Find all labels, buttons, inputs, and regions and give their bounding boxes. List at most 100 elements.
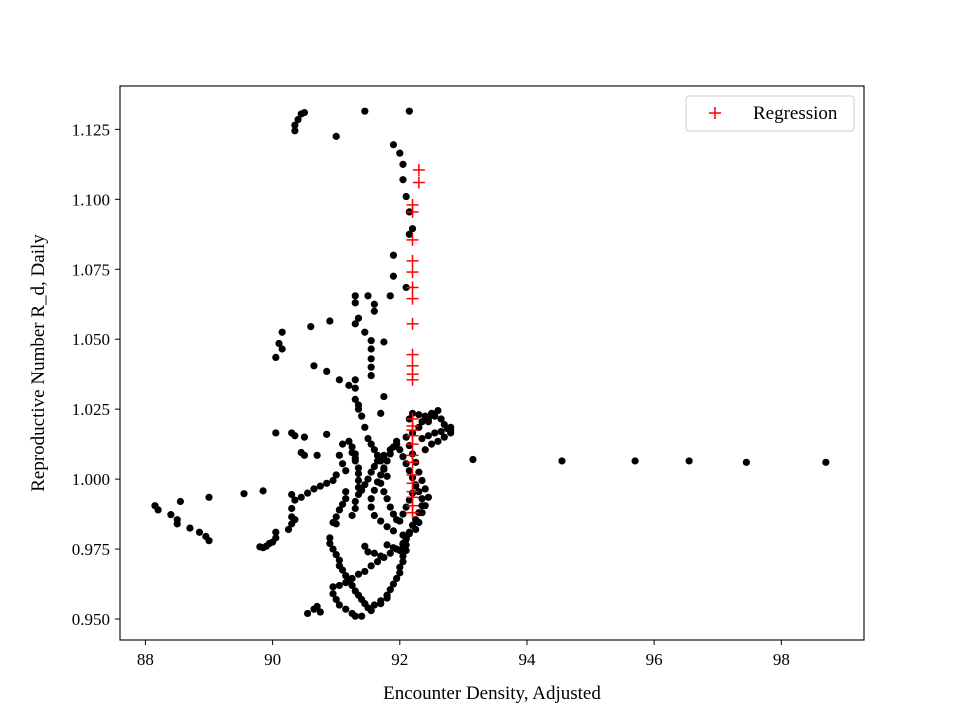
- data-point: [377, 552, 385, 560]
- data-point: [389, 544, 398, 552]
- data-point: [383, 594, 391, 602]
- data-point: [297, 493, 305, 501]
- data-point: [386, 503, 394, 511]
- regression-point: [406, 266, 419, 279]
- data-point: [335, 451, 343, 459]
- data-point: [354, 476, 363, 485]
- data-point: [259, 487, 267, 495]
- data-point: [415, 488, 423, 496]
- data-point: [377, 479, 385, 487]
- data-point: [329, 518, 337, 527]
- x-tick-label: 98: [773, 650, 790, 669]
- data-point: [822, 458, 830, 466]
- data-point: [300, 433, 309, 441]
- y-tick-label: 1.100: [72, 190, 110, 209]
- data-point: [383, 457, 391, 465]
- data-point: [380, 464, 388, 472]
- data-point: [399, 160, 407, 168]
- y-tick-label: 1.000: [72, 470, 110, 489]
- regression-point: [406, 281, 419, 294]
- data-point: [351, 612, 359, 620]
- data-point: [361, 542, 369, 550]
- data-point: [307, 323, 315, 331]
- x-tick-label: 94: [518, 650, 536, 669]
- data-point: [358, 612, 366, 620]
- data-point: [326, 317, 334, 325]
- data-point: [345, 437, 353, 445]
- data-point: [396, 563, 404, 571]
- data-point: [205, 493, 213, 501]
- x-tick-label: 96: [646, 650, 663, 669]
- data-point: [389, 580, 398, 588]
- data-point: [351, 504, 359, 513]
- data-point: [405, 496, 413, 504]
- data-point: [335, 376, 343, 384]
- legend-marker-plus-icon: [709, 107, 721, 119]
- data-point: [303, 489, 312, 497]
- data-point: [377, 517, 385, 525]
- data-point: [329, 476, 337, 485]
- data-point: [291, 516, 299, 524]
- data-point: [377, 409, 385, 417]
- data-point: [256, 543, 264, 551]
- data-point: [389, 527, 398, 535]
- data-point: [424, 418, 433, 426]
- data-point: [361, 567, 369, 576]
- data-point: [377, 600, 385, 608]
- data-point: [389, 141, 398, 149]
- data-point: [383, 523, 391, 531]
- data-point: [326, 539, 334, 548]
- x-axis-label: Encounter Density, Adjusted: [383, 683, 601, 704]
- data-point: [402, 460, 410, 468]
- data-point: [386, 292, 394, 300]
- data-point: [418, 495, 426, 503]
- data-point: [415, 468, 423, 476]
- data-point: [323, 430, 331, 438]
- data-point: [332, 471, 340, 479]
- y-tick-label: 0.950: [72, 610, 110, 629]
- data-point: [354, 405, 363, 413]
- data-point: [373, 457, 382, 465]
- data-point: [415, 411, 423, 419]
- regression-point: [406, 254, 419, 267]
- y-tick-label: 1.075: [72, 260, 110, 279]
- data-point: [418, 418, 426, 426]
- data-point: [377, 471, 385, 479]
- data-point: [415, 518, 423, 527]
- data-point: [408, 225, 417, 233]
- y-tick-label: 1.025: [72, 400, 110, 419]
- data-point: [342, 579, 350, 587]
- data-point: [437, 427, 445, 436]
- data-point: [367, 607, 375, 615]
- data-point: [300, 108, 309, 117]
- legend-label-regression: Regression: [753, 103, 838, 124]
- data-point: [326, 534, 334, 542]
- data-point: [373, 558, 382, 566]
- data-point: [348, 511, 356, 520]
- data-point: [351, 395, 359, 403]
- data-point: [364, 292, 372, 300]
- data-point: [278, 328, 286, 336]
- data-point: [396, 517, 404, 525]
- data-point: [380, 451, 388, 459]
- data-point: [424, 432, 433, 440]
- data-point: [332, 132, 340, 140]
- x-tick-label: 88: [137, 650, 154, 669]
- y-axis: 0.950 0.975 1.000 1.025 1.050 1.075 1.100 1.125: [72, 120, 120, 629]
- data-point: [367, 503, 375, 511]
- data-point: [742, 458, 750, 466]
- data-point: [361, 328, 369, 336]
- data-point: [358, 412, 366, 420]
- data-point: [361, 107, 369, 115]
- data-point: [386, 586, 394, 594]
- data-point: [402, 433, 410, 441]
- data-point: [335, 581, 343, 590]
- data-point: [291, 496, 299, 504]
- data-point: [284, 525, 293, 534]
- data-point: [440, 433, 448, 441]
- data-point: [367, 355, 375, 363]
- data-point: [291, 127, 299, 135]
- data-point: [383, 541, 391, 549]
- data-point: [361, 423, 369, 431]
- data-point: [469, 455, 477, 464]
